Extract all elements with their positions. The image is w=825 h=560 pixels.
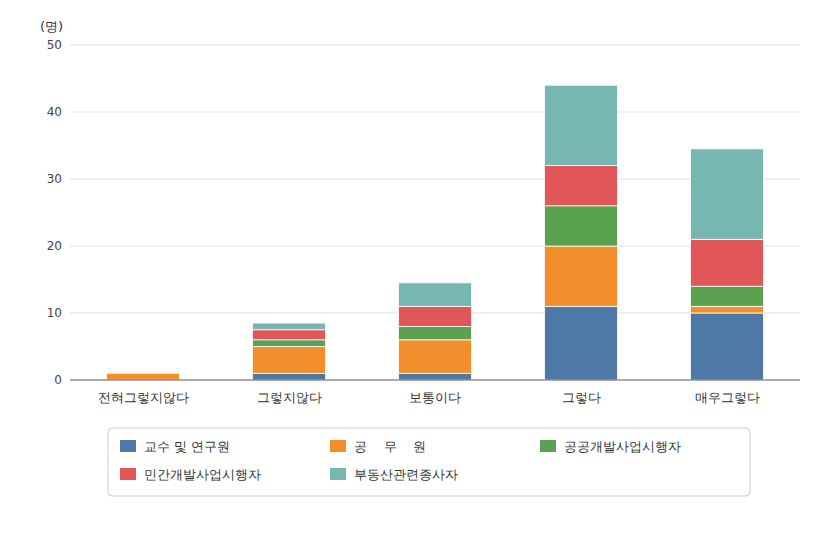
legend-label: 공 무 원 (354, 439, 426, 454)
bar-segment (253, 330, 326, 340)
x-tick-label: 매우그렇다 (695, 390, 760, 405)
legend: 교수 및 연구원 공 무 원 공공개발사업시행자민간개발사업시행자 부동산관련종사자 (108, 428, 750, 496)
x-tick-label: 전혀그렇지않다 (98, 390, 189, 405)
x-tick-label: 그렇지않다 (257, 390, 322, 405)
bar-segment (399, 326, 472, 339)
bar-segment (399, 340, 472, 374)
chart: 0 10 20 30 40 50 (명) 전혀그렇지않다 그렇지않다 보통이다 그렇다 매우그렇다교수… (0, 0, 825, 560)
y-tick-label: 20 (47, 239, 62, 253)
bar-segment (253, 347, 326, 374)
bar-segment (545, 166, 618, 206)
legend-swatch (120, 440, 136, 452)
bar-segment (691, 313, 764, 380)
legend-label: 민간개발사업시행자 (144, 467, 261, 482)
x-axis-line (70, 380, 800, 381)
y-tick-label: 50 (47, 38, 62, 52)
y-tick-label: 40 (47, 105, 62, 119)
bar-segment (253, 340, 326, 347)
bar-segment (253, 373, 326, 380)
bar-segment (107, 373, 180, 374)
legend-swatch (540, 440, 556, 452)
bar-segment (253, 323, 326, 330)
bar-segment (107, 373, 180, 380)
x-tick-label: 그렇다 (562, 390, 601, 405)
x-tick-label: 보통이다 (409, 390, 461, 405)
grid-line (70, 380, 800, 381)
legend-label: 공공개발사업시행자 (564, 439, 681, 454)
bar-segment (399, 306, 472, 326)
bar-segment (545, 306, 618, 380)
legend-swatch (120, 468, 136, 480)
legend-label: 교수 및 연구원 (144, 439, 230, 454)
bar-segment (545, 206, 618, 246)
bar-segment (545, 246, 618, 306)
y-tick-label: 0 (54, 373, 62, 387)
legend-swatch (330, 440, 346, 452)
y-axis: 0 10 20 30 40 50 (47, 38, 800, 387)
bar-segment (107, 373, 180, 374)
bar-segment (399, 283, 472, 306)
bar-segment (399, 373, 472, 380)
y-axis-label: (명) (40, 19, 63, 34)
bar-segment (691, 306, 764, 313)
bar-segment (691, 286, 764, 306)
grid-line (70, 45, 800, 46)
bar-segment (691, 239, 764, 286)
legend-label: 부동산관련종사자 (354, 467, 458, 482)
y-tick-label: 30 (47, 172, 62, 186)
bar-segment (107, 373, 180, 374)
bars (107, 85, 764, 380)
x-axis: 전혀그렇지않다 그렇지않다 보통이다 그렇다 매우그렇다 (70, 380, 800, 405)
legend-swatch (330, 468, 346, 480)
bar-segment (545, 85, 618, 165)
legend-box (108, 428, 750, 496)
bar-segment (691, 149, 764, 239)
grid-line (70, 112, 800, 113)
y-tick-label: 10 (47, 306, 62, 320)
